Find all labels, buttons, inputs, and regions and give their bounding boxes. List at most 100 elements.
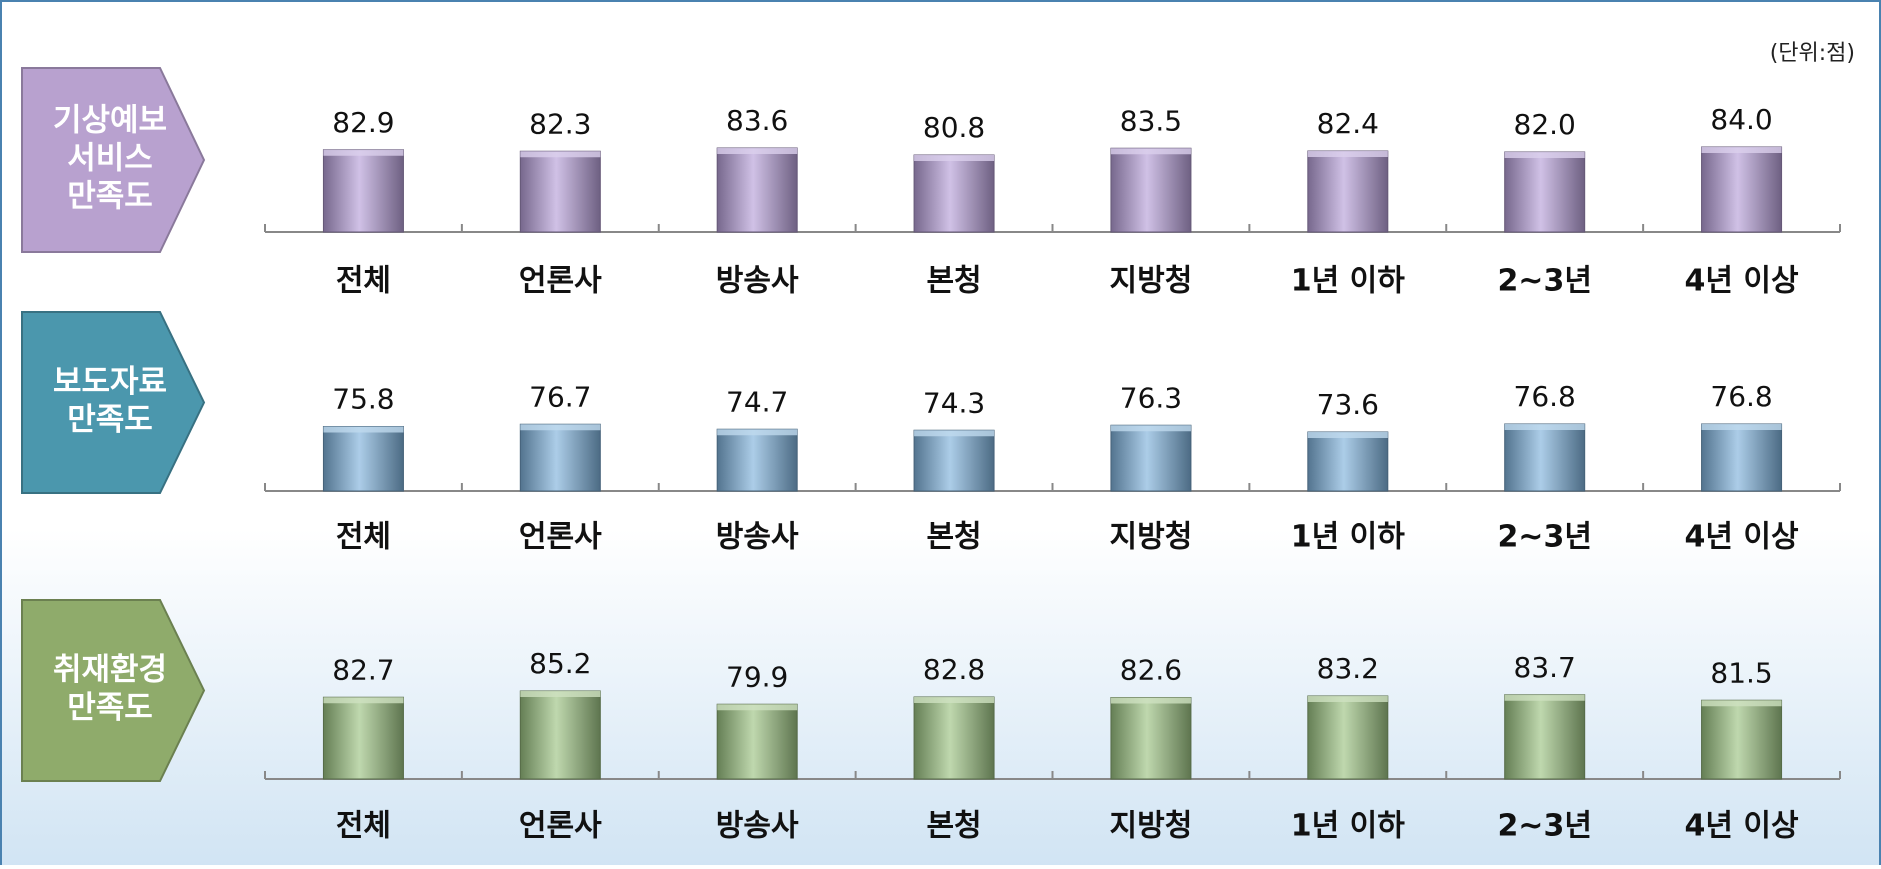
bar-cap: [914, 430, 995, 437]
x-tick-label: 방송사: [716, 520, 799, 555]
bar-cap: [1701, 700, 1782, 707]
bar-cap: [1307, 151, 1388, 157]
x-tick-label: 지방청: [1110, 264, 1193, 299]
value-label: 82.3: [529, 107, 591, 140]
value-label: 75.8: [332, 383, 394, 416]
x-tick-label: 전체: [336, 520, 391, 555]
x-tick-label: 방송사: [716, 809, 799, 844]
bar-cap: [323, 426, 404, 433]
bar-cap: [1307, 696, 1388, 702]
x-tick-label: 2~3년: [1497, 809, 1592, 844]
x-tick-label: 4년 이상: [1685, 809, 1800, 844]
value-label: 76.3: [1120, 381, 1182, 414]
value-label: 82.7: [332, 653, 394, 686]
bar-cap: [520, 151, 601, 158]
panel-label: 만족도: [67, 179, 153, 215]
value-label: 83.2: [1317, 652, 1379, 685]
bar-cap: [1307, 432, 1388, 438]
bar: [1701, 423, 1783, 492]
panel-label: 보도자료: [53, 364, 167, 400]
x-tick-label: 1년 이하: [1291, 809, 1406, 844]
bar-cap: [323, 149, 404, 156]
x-tick-label: 4년 이상: [1685, 520, 1800, 555]
bar: [913, 154, 995, 233]
value-label: 81.5: [1710, 656, 1772, 689]
bar: [716, 428, 798, 492]
value-label: 82.6: [1120, 654, 1182, 687]
bar: [913, 696, 995, 780]
bar-cap: [717, 704, 798, 711]
panel-label-shape: [21, 599, 206, 782]
value-label: 73.6: [1317, 388, 1379, 421]
panel-label: 취재환경: [53, 652, 167, 688]
bar: [322, 149, 404, 233]
x-tick-label: 방송사: [716, 264, 799, 299]
bar: [519, 690, 601, 780]
bar: [1110, 697, 1192, 780]
bar: [322, 426, 404, 492]
x-tick-label: 4년 이상: [1685, 264, 1800, 299]
x-tick-label: 전체: [336, 809, 391, 844]
value-label: 79.9: [726, 660, 788, 693]
bar: [519, 423, 601, 492]
value-label: 83.6: [726, 104, 788, 137]
unit-note: (단위:점): [1770, 41, 1855, 66]
value-label: 76.8: [1710, 380, 1772, 413]
x-tick-label: 언론사: [519, 520, 602, 555]
bar-cap: [1504, 694, 1585, 701]
value-label: 82.8: [923, 653, 985, 686]
bar-cap: [1110, 425, 1191, 432]
bar: [1701, 699, 1783, 780]
value-label: 74.7: [726, 385, 788, 418]
bar: [1504, 694, 1586, 780]
bar-cap: [1701, 147, 1782, 153]
bar: [1504, 151, 1586, 233]
bar: [1701, 146, 1783, 233]
bar: [716, 703, 798, 780]
bar: [1504, 423, 1586, 492]
bar: [322, 696, 404, 780]
panel-label-shape: [21, 311, 206, 494]
panel-label-shape: [21, 67, 206, 253]
value-label: 74.3: [923, 386, 985, 419]
value-label: 82.9: [332, 106, 394, 139]
bar: [1307, 431, 1389, 492]
value-label: 82.0: [1514, 108, 1576, 141]
x-tick-label: 언론사: [519, 809, 602, 844]
x-tick-label: 언론사: [519, 264, 602, 299]
bar-cap: [520, 424, 601, 431]
bar: [716, 147, 798, 233]
bar-cap: [717, 429, 798, 436]
x-tick-label: 지방청: [1110, 809, 1193, 844]
value-label: 84.0: [1710, 103, 1772, 136]
value-label: 82.4: [1317, 107, 1379, 140]
x-tick-label: 본청: [926, 809, 981, 844]
value-label: 80.8: [923, 111, 985, 144]
panel-label: 기상예보: [53, 103, 167, 139]
bar-cap: [1504, 424, 1585, 430]
bar: [913, 429, 995, 492]
x-tick-label: 1년 이하: [1291, 520, 1406, 555]
panel-label: 서비스: [67, 141, 153, 177]
x-tick-label: 2~3년: [1497, 520, 1592, 555]
bar-cap: [520, 691, 601, 697]
value-label: 76.8: [1514, 380, 1576, 413]
bar-cap: [1110, 697, 1191, 704]
value-label: 85.2: [529, 647, 591, 680]
bar-cap: [1504, 152, 1585, 158]
bar-cap: [1110, 148, 1191, 155]
bar: [519, 150, 601, 233]
bar: [1307, 150, 1389, 233]
panel-label: 만족도: [67, 402, 153, 438]
x-tick-label: 지방청: [1110, 520, 1193, 555]
value-label: 83.5: [1120, 104, 1182, 137]
x-tick-label: 전체: [336, 264, 391, 299]
bar-cap: [914, 155, 995, 161]
bar-cap: [914, 697, 995, 703]
panel-label: 만족도: [67, 690, 153, 726]
bar-cap: [1701, 424, 1782, 430]
x-tick-label: 2~3년: [1497, 264, 1592, 299]
value-label: 83.7: [1514, 651, 1576, 684]
bar: [1110, 424, 1192, 492]
